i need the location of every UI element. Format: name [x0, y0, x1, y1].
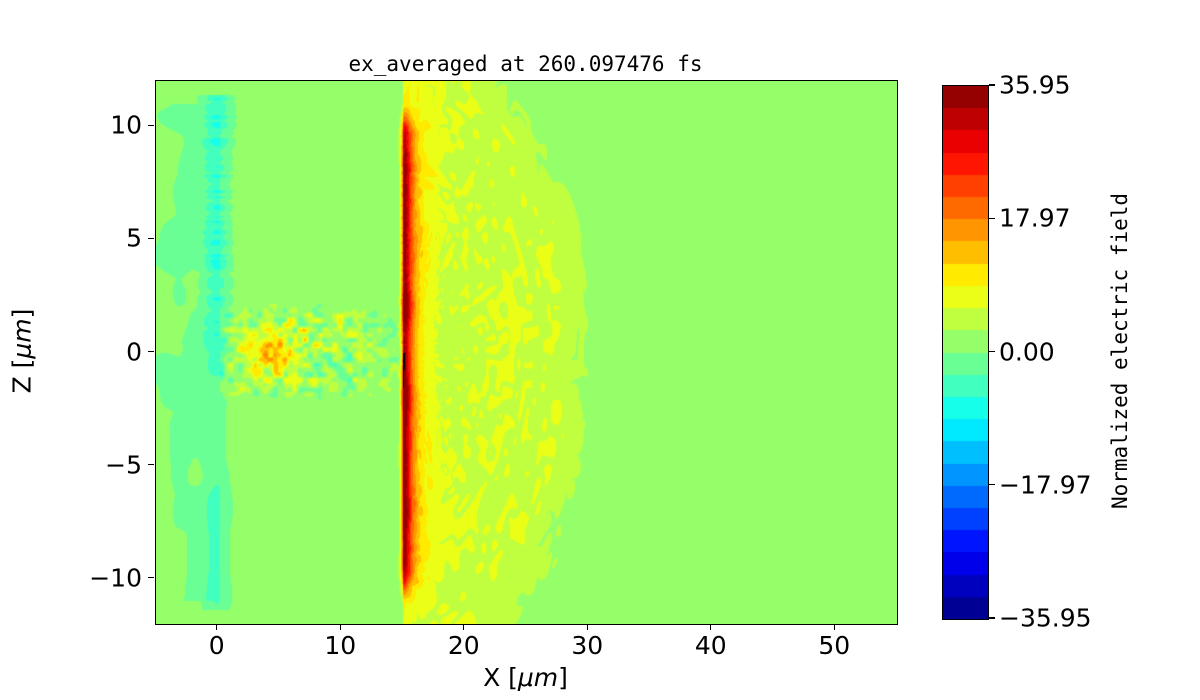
y-tick-mark — [148, 350, 154, 353]
y-tick-mark — [148, 577, 154, 579]
colorbar-tick-label: −35.95 — [999, 603, 1092, 633]
y-tick-mark — [148, 237, 154, 240]
y-tick-label: −5 — [105, 450, 142, 480]
y-axis-label-suffix: ] — [7, 308, 37, 319]
x-axis-label-prefix: X [ — [483, 663, 518, 692]
x-axis-label-suffix: ] — [558, 663, 568, 692]
colorbar-gradient — [943, 86, 988, 619]
colorbar-tick-mark — [989, 84, 995, 86]
heatmap-axes — [155, 80, 898, 625]
x-tick-mark — [216, 624, 218, 630]
x-tick-label: 30 — [571, 631, 604, 660]
y-tick-label: −10 — [89, 563, 142, 593]
y-axis-label-prefix: Z [ — [7, 358, 37, 394]
x-tick-label: 20 — [447, 631, 480, 660]
x-axis-label-units: μm — [517, 663, 559, 692]
x-axis-label: X [μm] — [155, 663, 896, 692]
y-tick-mark — [148, 124, 154, 126]
x-tick-mark — [710, 624, 712, 630]
x-tick-label: 40 — [694, 631, 727, 660]
field-heatmap-canvas — [156, 81, 897, 624]
colorbar-tick-label: 35.95 — [999, 70, 1071, 100]
x-tick-mark — [463, 624, 465, 630]
y-tick-label: 5 — [126, 223, 142, 253]
page-title: ex_averaged at 260.097476 fs — [348, 52, 703, 76]
y-tick-label: 0 — [126, 337, 142, 366]
y-axis-label: Z [μm] — [8, 309, 37, 394]
colorbar — [942, 85, 989, 620]
x-tick-label: 50 — [818, 631, 851, 660]
y-tick-mark — [148, 463, 154, 466]
x-tick-label: 0 — [208, 631, 225, 660]
x-tick-mark — [833, 624, 835, 630]
y-tick-label: 10 — [110, 110, 142, 140]
x-tick-mark — [339, 624, 341, 630]
x-tick-mark — [586, 624, 588, 630]
colorbar-tick-mark — [989, 217, 995, 219]
colorbar-label: Normalized electric field — [1108, 192, 1132, 510]
colorbar-tick-mark — [989, 350, 995, 353]
colorbar-tick-label: 0.00 — [999, 337, 1055, 366]
colorbar-tick-mark — [989, 484, 995, 486]
colorbar-tick-mark — [989, 617, 995, 619]
colorbar-tick-label: −17.97 — [999, 470, 1092, 500]
colorbar-tick-label: 17.97 — [999, 203, 1071, 233]
y-axis-label-units: μm — [7, 318, 37, 359]
x-tick-label: 10 — [324, 631, 357, 660]
